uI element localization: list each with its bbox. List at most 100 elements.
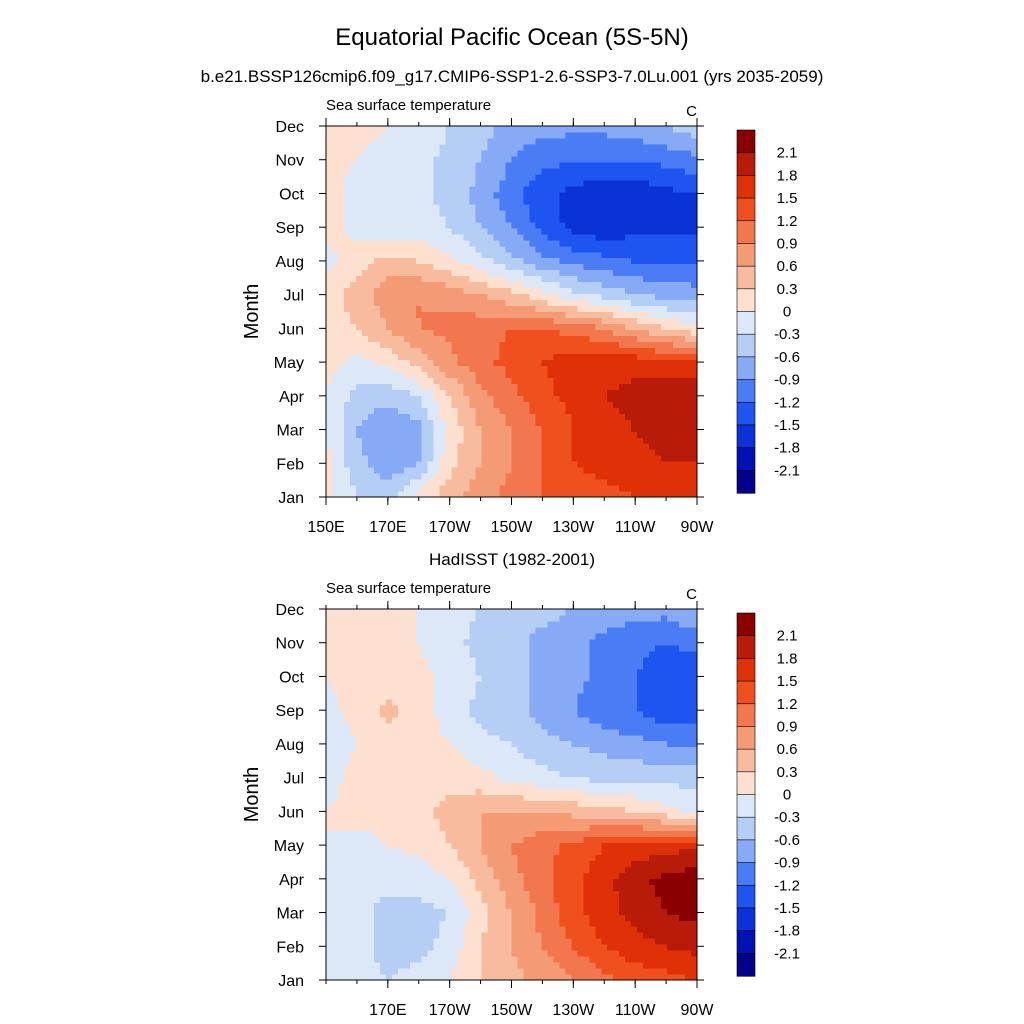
heatmap-cell xyxy=(547,293,554,301)
heatmap-cell xyxy=(595,263,602,271)
heatmap-cell xyxy=(445,968,453,975)
heatmap-cell xyxy=(679,920,686,927)
heatmap-cell xyxy=(427,491,435,498)
heatmap-cell xyxy=(529,323,537,331)
heatmap-cell xyxy=(565,485,572,492)
heatmap-cell xyxy=(397,317,405,325)
heatmap-cell xyxy=(487,299,495,307)
heatmap-cell xyxy=(463,890,471,897)
heatmap-cell xyxy=(469,263,477,271)
heatmap-cell xyxy=(529,347,537,354)
heatmap-cell xyxy=(487,203,495,211)
heatmap-cell xyxy=(517,896,525,903)
heatmap-cell xyxy=(607,293,614,301)
heatmap-cell xyxy=(565,245,572,253)
heatmap-cell xyxy=(553,437,560,444)
heatmap-cell xyxy=(493,299,501,307)
heatmap-cell xyxy=(553,479,560,486)
heatmap-cell xyxy=(559,920,566,927)
heatmap-cell xyxy=(613,161,620,169)
heatmap-cell xyxy=(499,161,507,169)
heatmap-cell xyxy=(655,455,662,462)
heatmap-cell xyxy=(535,209,543,217)
heatmap-cell xyxy=(463,299,471,307)
heatmap-cell xyxy=(379,962,387,969)
heatmap-cell xyxy=(445,293,453,301)
heatmap-cell xyxy=(691,395,698,402)
heatmap-cell xyxy=(607,197,614,205)
heatmap-cell xyxy=(523,227,531,235)
heatmap-cell xyxy=(595,920,602,927)
heatmap-cell xyxy=(529,209,537,217)
heatmap-cell xyxy=(541,317,548,325)
heatmap-cell xyxy=(667,395,674,402)
heatmap-cell xyxy=(499,974,507,981)
heatmap-cell xyxy=(583,161,590,169)
heatmap-cell xyxy=(625,233,632,241)
heatmap-cell xyxy=(553,419,560,426)
heatmap-cell xyxy=(655,323,662,331)
heatmap-cell xyxy=(391,347,399,354)
heatmap-cell xyxy=(439,329,447,337)
heatmap-cell xyxy=(655,317,662,325)
heatmap-cell xyxy=(529,962,537,969)
heatmap-cell xyxy=(475,155,483,163)
heatmap-cell xyxy=(367,383,375,390)
heatmap-cell xyxy=(559,443,566,450)
heatmap-cell xyxy=(619,455,626,462)
heatmap-cell xyxy=(355,377,363,384)
heatmap-cell xyxy=(511,407,519,414)
heatmap-cell xyxy=(547,185,554,193)
heatmap-cell xyxy=(427,950,435,957)
heatmap-cell xyxy=(511,437,519,444)
heatmap-cell xyxy=(409,275,417,283)
heatmap-cell xyxy=(631,884,638,891)
heatmap-cell xyxy=(355,191,363,199)
heatmap-cell xyxy=(433,425,441,432)
heatmap-cell xyxy=(403,149,411,157)
heatmap-cell xyxy=(517,485,525,492)
heatmap-cell xyxy=(655,173,662,181)
heatmap-cell xyxy=(481,419,489,426)
heatmap-cell xyxy=(421,359,429,366)
heatmap-cell xyxy=(643,347,650,354)
heatmap-cell xyxy=(463,395,471,402)
colorbar-box xyxy=(736,243,756,267)
heatmap-cell xyxy=(373,932,381,939)
heatmap-cell xyxy=(427,173,435,181)
heatmap-cell xyxy=(331,251,339,259)
heatmap-cell xyxy=(487,293,495,301)
heatmap-cell xyxy=(517,968,525,975)
heatmap-cell xyxy=(499,281,507,289)
heatmap-cell xyxy=(331,902,339,909)
heatmap-cell xyxy=(577,221,584,229)
heatmap-cell xyxy=(463,902,471,909)
heatmap-cell xyxy=(529,239,537,247)
heatmap-cell xyxy=(619,137,626,145)
heatmap-cell xyxy=(373,221,381,229)
heatmap-cell xyxy=(457,425,465,432)
heatmap-cell xyxy=(667,155,674,163)
heatmap-cell xyxy=(433,473,441,480)
heatmap-cell xyxy=(535,131,543,139)
heatmap-cell xyxy=(493,191,501,199)
heatmap-cell xyxy=(493,317,501,325)
heatmap-cell xyxy=(565,491,572,498)
heatmap-cell xyxy=(637,191,644,199)
heatmap-cell xyxy=(385,413,393,420)
heatmap-cell xyxy=(613,365,620,372)
heatmap-cell xyxy=(625,437,632,444)
heatmap-cell xyxy=(535,137,543,145)
heatmap-cell xyxy=(685,377,692,384)
heatmap-cell xyxy=(421,305,429,313)
heatmap-cell xyxy=(493,227,501,235)
heatmap-cell xyxy=(421,353,429,360)
heatmap-cell xyxy=(619,299,626,307)
heatmap-cell xyxy=(595,341,602,348)
heatmap-cell xyxy=(613,221,620,229)
heatmap-cell xyxy=(607,962,614,969)
heatmap-cell xyxy=(517,467,525,474)
heatmap-cell xyxy=(433,245,441,253)
heatmap-cell xyxy=(571,227,578,235)
heatmap-cell xyxy=(577,263,584,271)
